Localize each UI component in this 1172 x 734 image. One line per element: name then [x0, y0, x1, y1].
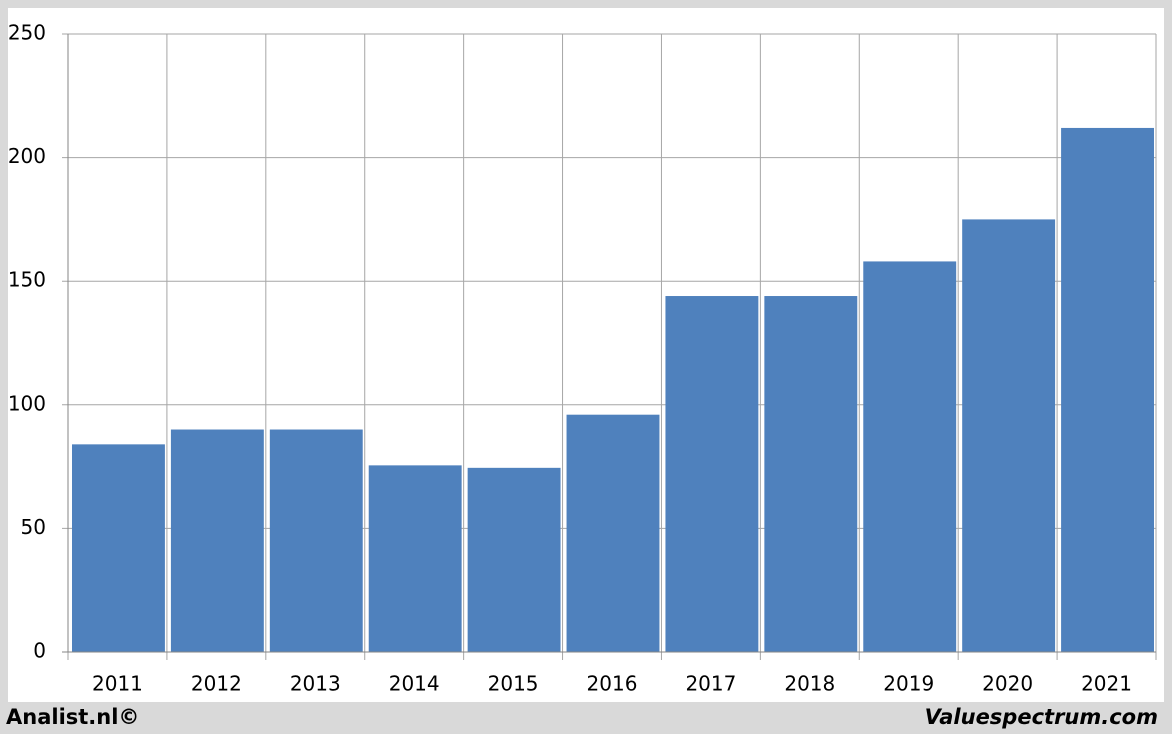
bar [665, 296, 759, 652]
y-tick-label: 0 [33, 639, 46, 663]
bar [467, 467, 561, 652]
footer-right: Valuespectrum.com [925, 705, 1158, 729]
bar [269, 429, 363, 652]
bar [170, 429, 264, 652]
x-tick-label: 2021 [1081, 672, 1132, 696]
bar [962, 219, 1056, 652]
bar [764, 296, 858, 652]
bar [566, 414, 660, 652]
y-tick-label: 50 [21, 515, 46, 539]
footer-left: Analist.nl© [6, 705, 139, 729]
x-tick-label: 2012 [191, 672, 242, 696]
x-tick-label: 2014 [389, 672, 440, 696]
x-tick-label: 2018 [784, 672, 835, 696]
x-tick-label: 2015 [488, 672, 539, 696]
x-tick-label: 2016 [587, 672, 638, 696]
x-tick-label: 2017 [685, 672, 736, 696]
bar [863, 261, 957, 652]
bar [72, 444, 165, 652]
x-tick-label: 2011 [92, 672, 143, 696]
x-tick-label: 2013 [290, 672, 341, 696]
x-tick-label: 2019 [883, 672, 934, 696]
bar [368, 465, 462, 652]
y-tick-label: 150 [8, 268, 46, 292]
y-tick-label: 200 [8, 144, 46, 168]
y-tick-label: 250 [8, 21, 46, 45]
bar [1061, 127, 1154, 653]
x-tick-label: 2020 [982, 672, 1033, 696]
y-tick-label: 100 [8, 391, 46, 415]
